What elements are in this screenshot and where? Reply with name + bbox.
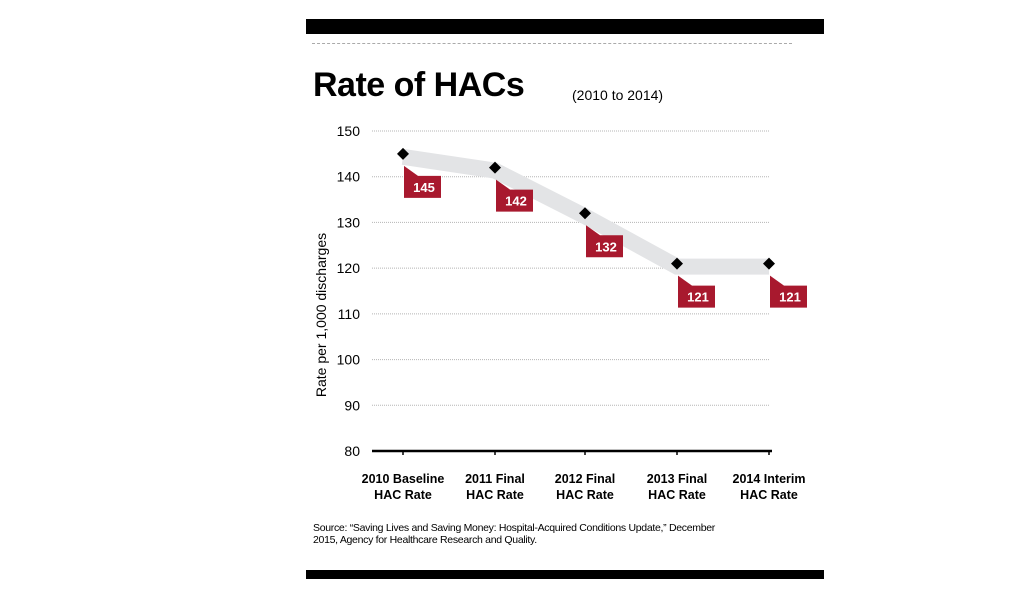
y-tick-label: 80 xyxy=(344,443,360,459)
data-label-callout: 142 xyxy=(496,179,533,212)
data-label-box xyxy=(678,275,715,308)
data-label: 145 xyxy=(413,180,435,195)
x-tick-label: 2011 Final xyxy=(465,472,525,486)
y-tick-label: 100 xyxy=(337,352,361,368)
y-tick-label: 130 xyxy=(337,214,361,230)
data-label-callout: 121 xyxy=(770,275,807,308)
x-tick-label: HAC Rate xyxy=(648,488,706,502)
x-tick-label: 2012 Final xyxy=(555,472,615,486)
data-label-box xyxy=(404,165,441,198)
x-tick-label: 2013 Final xyxy=(647,472,707,486)
data-label: 121 xyxy=(779,290,801,305)
y-tick-label: 110 xyxy=(338,306,361,322)
y-tick-label: 150 xyxy=(337,123,361,139)
data-point-marker xyxy=(671,257,683,270)
x-tick-label: 2010 Baseline xyxy=(362,472,445,486)
y-tick-label: 140 xyxy=(337,169,361,185)
chart-subtitle: (2010 to 2014) xyxy=(572,87,664,103)
source-note: Source: “Saving Lives and Saving Money: … xyxy=(313,522,716,546)
data-label-callout: 132 xyxy=(586,225,623,258)
data-label-box xyxy=(586,225,623,258)
top-rule xyxy=(306,19,824,34)
y-tick-label: 90 xyxy=(344,397,360,413)
dotted-divider xyxy=(312,43,792,44)
data-label-callout: 121 xyxy=(678,275,715,308)
x-tick-label: 2014 Interim xyxy=(733,472,806,486)
data-label-callout: 145 xyxy=(404,165,441,198)
data-label-box xyxy=(770,275,807,308)
data-label: 121 xyxy=(687,290,709,305)
data-point-marker xyxy=(579,207,591,220)
y-tick-label: 120 xyxy=(337,260,361,276)
bottom-rule xyxy=(306,570,824,579)
data-point-marker xyxy=(489,161,501,174)
chart-title: Rate of HACs xyxy=(313,66,525,104)
x-tick-label: HAC Rate xyxy=(740,488,798,502)
data-point-marker xyxy=(397,147,409,160)
data-label: 132 xyxy=(595,239,617,254)
x-tick-label: HAC Rate xyxy=(374,488,432,502)
x-tick-label: HAC Rate xyxy=(556,488,614,502)
x-tick-label: HAC Rate xyxy=(466,488,524,502)
data-point-marker xyxy=(763,257,775,270)
data-label: 142 xyxy=(505,194,527,209)
data-label-box xyxy=(496,179,533,212)
